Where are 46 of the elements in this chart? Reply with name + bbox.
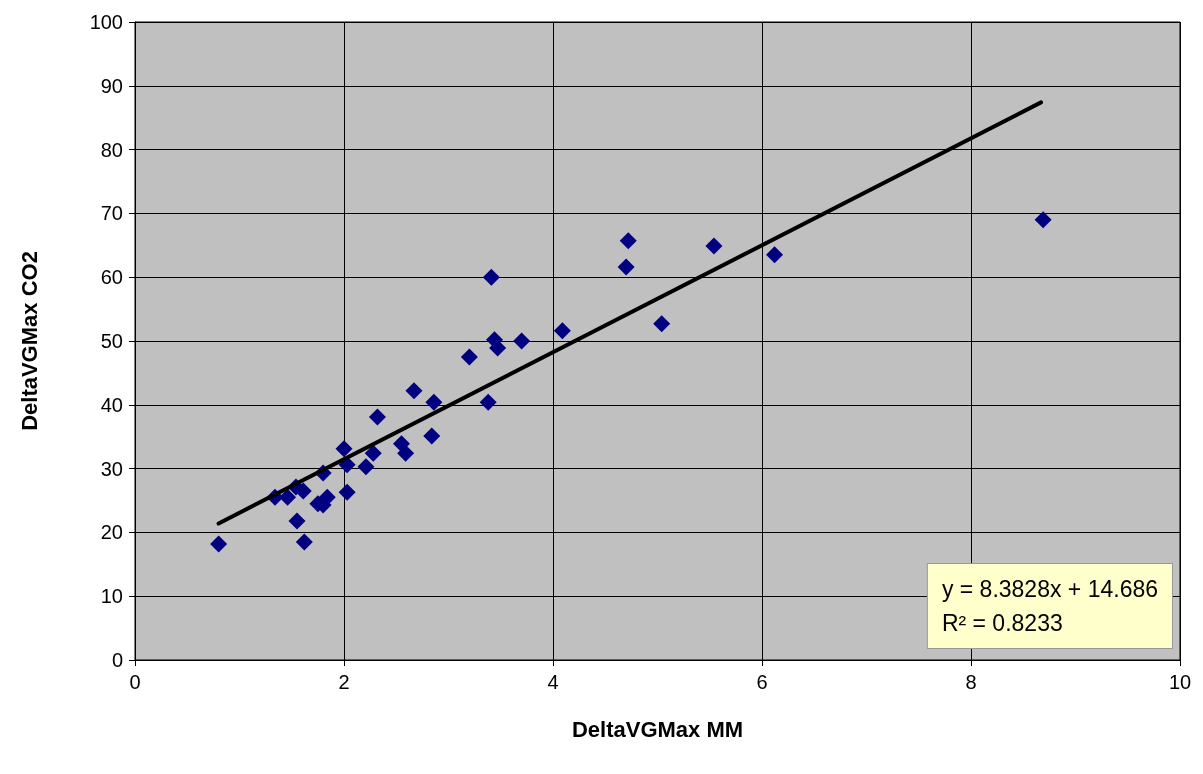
point — [482, 268, 500, 286]
point — [335, 440, 353, 458]
point — [405, 382, 423, 400]
y-tick-label: 30 — [100, 457, 123, 480]
point — [210, 535, 228, 553]
y-tick-label: 50 — [100, 330, 123, 352]
point — [513, 332, 531, 350]
y-tick-label: 20 — [100, 521, 123, 544]
point — [423, 427, 441, 445]
y-axis-title: DeltaVGMax CO2 — [16, 251, 42, 431]
x-tick-label: 4 — [547, 671, 559, 693]
x-tick-label: 6 — [756, 671, 768, 693]
point — [619, 232, 637, 250]
point — [617, 258, 635, 276]
point — [397, 444, 415, 462]
point — [460, 348, 478, 366]
x-tick-label: 10 — [1168, 671, 1192, 693]
y-tick-label: 70 — [100, 202, 123, 225]
point — [553, 322, 571, 340]
point — [338, 483, 356, 501]
point — [295, 533, 313, 551]
y-tick-label: 80 — [100, 138, 123, 161]
point — [479, 393, 497, 411]
point — [364, 444, 382, 462]
point — [288, 512, 306, 530]
x-tick-label: 0 — [129, 671, 141, 693]
point — [653, 315, 671, 333]
point — [368, 408, 386, 426]
y-tick-label: 40 — [100, 393, 123, 416]
y-tick-label: 0 — [111, 649, 123, 671]
point — [279, 488, 297, 506]
annotation: y = 8.3828x + 14.686 — [941, 576, 1159, 602]
point — [357, 458, 375, 476]
annotation: R² = 0.8233 — [941, 610, 1063, 636]
x-axis-title: DeltaVGMax MM — [571, 716, 744, 742]
x-tick-label: 8 — [965, 671, 977, 693]
point — [425, 393, 443, 411]
point — [1034, 211, 1052, 229]
point — [705, 237, 723, 255]
y-tick-label: 10 — [100, 585, 123, 608]
point — [318, 488, 336, 506]
y-tick-label: 100 — [89, 11, 123, 33]
y-tick-label: 60 — [100, 266, 123, 289]
x-tick-label: 2 — [338, 671, 350, 693]
point — [766, 246, 784, 264]
y-tick-label: 90 — [100, 74, 123, 97]
